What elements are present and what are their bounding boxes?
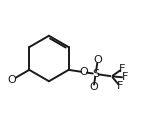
Text: F: F — [119, 64, 126, 74]
Text: F: F — [121, 72, 128, 82]
Text: F: F — [117, 81, 123, 91]
Text: S: S — [92, 69, 99, 79]
Text: O: O — [80, 67, 88, 77]
Text: O: O — [89, 82, 98, 92]
Text: O: O — [93, 55, 102, 65]
Text: O: O — [7, 75, 16, 85]
